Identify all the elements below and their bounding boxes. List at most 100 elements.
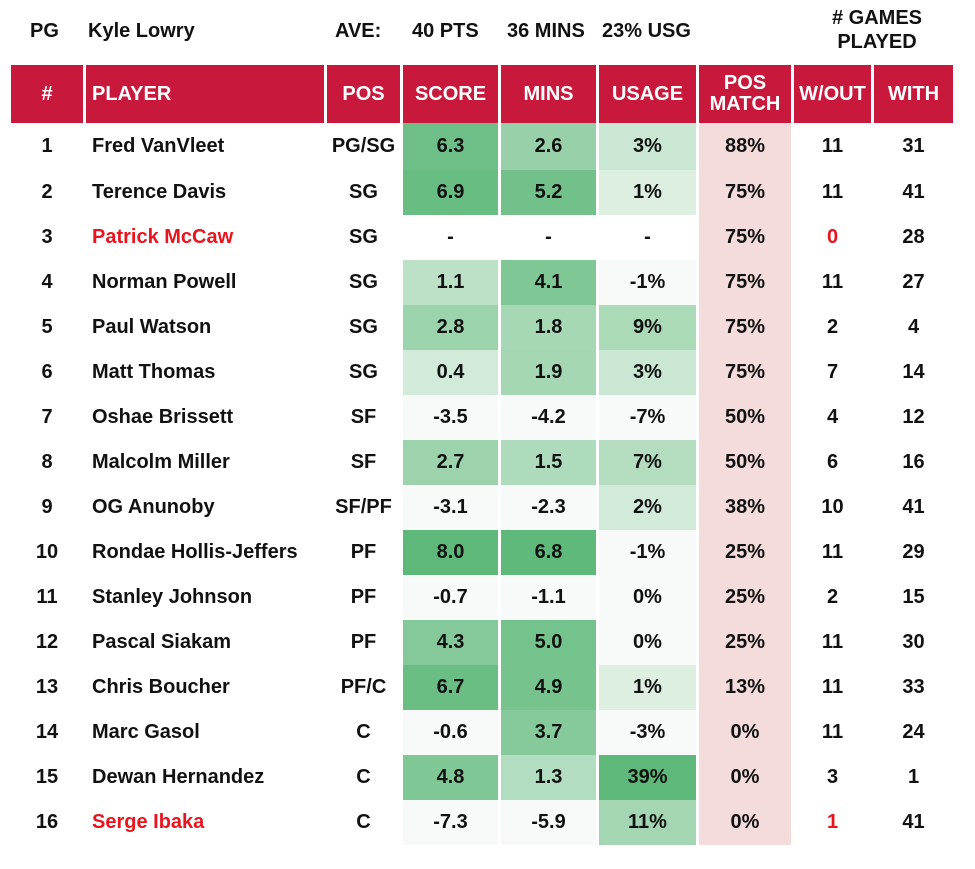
cell-without: 2 — [826, 586, 839, 608]
cell-with: 14 — [902, 361, 925, 383]
table-row: 13 Chris Boucher PF/C 6.7 4.9 1% 13% 11 33 — [11, 665, 953, 710]
cell-player: Malcolm Miller — [92, 451, 230, 473]
pos-match-line-2: MATCH — [709, 93, 781, 115]
cell-pos-match: 50% — [699, 440, 791, 485]
table-row: 14 Marc Gasol C -0.6 3.7 -3% 0% 11 24 — [11, 710, 953, 755]
cell-score: -0.6 — [403, 710, 498, 755]
cell-pos-match: 25% — [699, 575, 791, 620]
cell-usage: -1% — [599, 260, 696, 305]
cell-pos: C — [356, 721, 371, 743]
cell-pos-match: 0% — [699, 800, 791, 845]
cell-pos-match: 0% — [699, 755, 791, 800]
col-header-usage: USAGE — [599, 65, 696, 123]
cell-num: 14 — [35, 721, 59, 743]
table-row: 10 Rondae Hollis-Jeffers PF 8.0 6.8 -1% 25% 11 2… — [11, 530, 953, 575]
cell-with: 31 — [902, 135, 925, 157]
cell-usage: - — [644, 226, 651, 248]
cell-with: 41 — [902, 181, 925, 203]
cell-without: 1 — [826, 811, 839, 833]
cell-score: 6.7 — [403, 665, 498, 710]
cell-pos: PF — [350, 586, 377, 608]
table-row: 3 Patrick McCaw SG - - - 75% 0 28 — [11, 215, 953, 260]
summary-header: PG Kyle Lowry AVE: 40 PTS 36 MINS 23% US… — [0, 0, 975, 64]
cell-usage: 0% — [599, 620, 696, 665]
header-usage: 23% USG — [602, 20, 691, 42]
cell-pos-match: 75% — [699, 170, 791, 215]
cell-with: 41 — [902, 496, 925, 518]
table-body: 1 Fred VanVleet PG/SG 6.3 2.6 3% 88% 11 31 2 Teren… — [11, 123, 953, 845]
col-header-player: PLAYER — [86, 65, 324, 123]
cell-usage: 2% — [599, 485, 696, 530]
cell-with: 30 — [902, 631, 925, 653]
cell-without: 11 — [821, 181, 844, 203]
cell-without: 11 — [821, 135, 844, 157]
cell-num: 6 — [41, 361, 53, 383]
cell-pos-match: 13% — [699, 665, 791, 710]
pos-match-line-1: POS — [723, 72, 767, 94]
cell-without: 7 — [826, 361, 839, 383]
cell-pos: SG — [349, 271, 378, 293]
games-line-1: # GAMES — [831, 7, 923, 29]
cell-pos: PG/SG — [331, 135, 396, 157]
cell-usage: 3% — [599, 350, 696, 395]
cell-score: 6.9 — [403, 170, 498, 215]
cell-num: 8 — [41, 451, 53, 473]
cell-mins: 1.8 — [501, 305, 596, 350]
cell-num: 1 — [41, 135, 53, 157]
player-table: # PLAYER POS SCORE MINS USAGE POS MATCH W… — [8, 65, 956, 845]
cell-score: -3.1 — [403, 485, 498, 530]
cell-pos: PF — [350, 541, 377, 563]
cell-pos: C — [356, 811, 371, 833]
games-line-2: PLAYED — [837, 31, 917, 53]
cell-pos: SG — [349, 181, 378, 203]
cell-mins: 4.1 — [501, 260, 596, 305]
cell-with: 27 — [902, 271, 925, 293]
cell-score: 6.3 — [403, 123, 498, 170]
cell-score: -3.5 — [403, 395, 498, 440]
cell-pos-match: 25% — [699, 620, 791, 665]
cell-score: -0.7 — [403, 575, 498, 620]
cell-without: 10 — [821, 496, 844, 518]
table-row: 2 Terence Davis SG 6.9 5.2 1% 75% 11 41 — [11, 170, 953, 215]
cell-player: Oshae Brissett — [92, 406, 234, 428]
table-row: 5 Paul Watson SG 2.8 1.8 9% 75% 2 4 — [11, 305, 953, 350]
cell-player: Norman Powell — [92, 271, 237, 293]
cell-with: 12 — [902, 406, 925, 428]
cell-pos-match: 75% — [699, 350, 791, 395]
cell-usage: 1% — [599, 170, 696, 215]
cell-player: Marc Gasol — [92, 721, 200, 743]
cell-without: 2 — [826, 316, 839, 338]
cell-player: Paul Watson — [92, 316, 212, 338]
cell-mins: 2.6 — [501, 123, 596, 170]
cell-num: 7 — [41, 406, 53, 428]
table-row: 9 OG Anunoby SF/PF -3.1 -2.3 2% 38% 10 41 — [11, 485, 953, 530]
cell-pos: SF — [350, 451, 377, 473]
cell-usage: 1% — [599, 665, 696, 710]
cell-score: 4.8 — [403, 755, 498, 800]
cell-pos: PF — [350, 631, 377, 653]
cell-mins: -4.2 — [501, 395, 596, 440]
cell-mins: -5.9 — [501, 800, 596, 845]
cell-with: 33 — [902, 676, 925, 698]
header-minutes: 36 MINS — [507, 20, 585, 42]
cell-pos-match: 88% — [699, 123, 791, 170]
cell-usage: 39% — [599, 755, 696, 800]
cell-mins: 1.9 — [501, 350, 596, 395]
cell-pos: SG — [349, 226, 378, 248]
cell-player: Pascal Siakam — [92, 631, 231, 653]
cell-mins: 4.9 — [501, 665, 596, 710]
cell-pos-match: 75% — [699, 305, 791, 350]
cell-usage: 7% — [599, 440, 696, 485]
cell-num: 12 — [35, 631, 59, 653]
cell-player: Serge Ibaka — [92, 811, 205, 833]
cell-pos: C — [356, 766, 371, 788]
cell-player: Terence Davis — [92, 181, 227, 203]
cell-pos: SF/PF — [335, 496, 392, 518]
cell-mins: 6.8 — [501, 530, 596, 575]
col-header-score: SCORE — [403, 65, 498, 123]
cell-usage: -7% — [599, 395, 696, 440]
cell-usage: 0% — [599, 575, 696, 620]
cell-num: 10 — [35, 541, 59, 563]
cell-player: Dewan Hernandez — [92, 766, 265, 788]
cell-pos: SF — [350, 406, 377, 428]
